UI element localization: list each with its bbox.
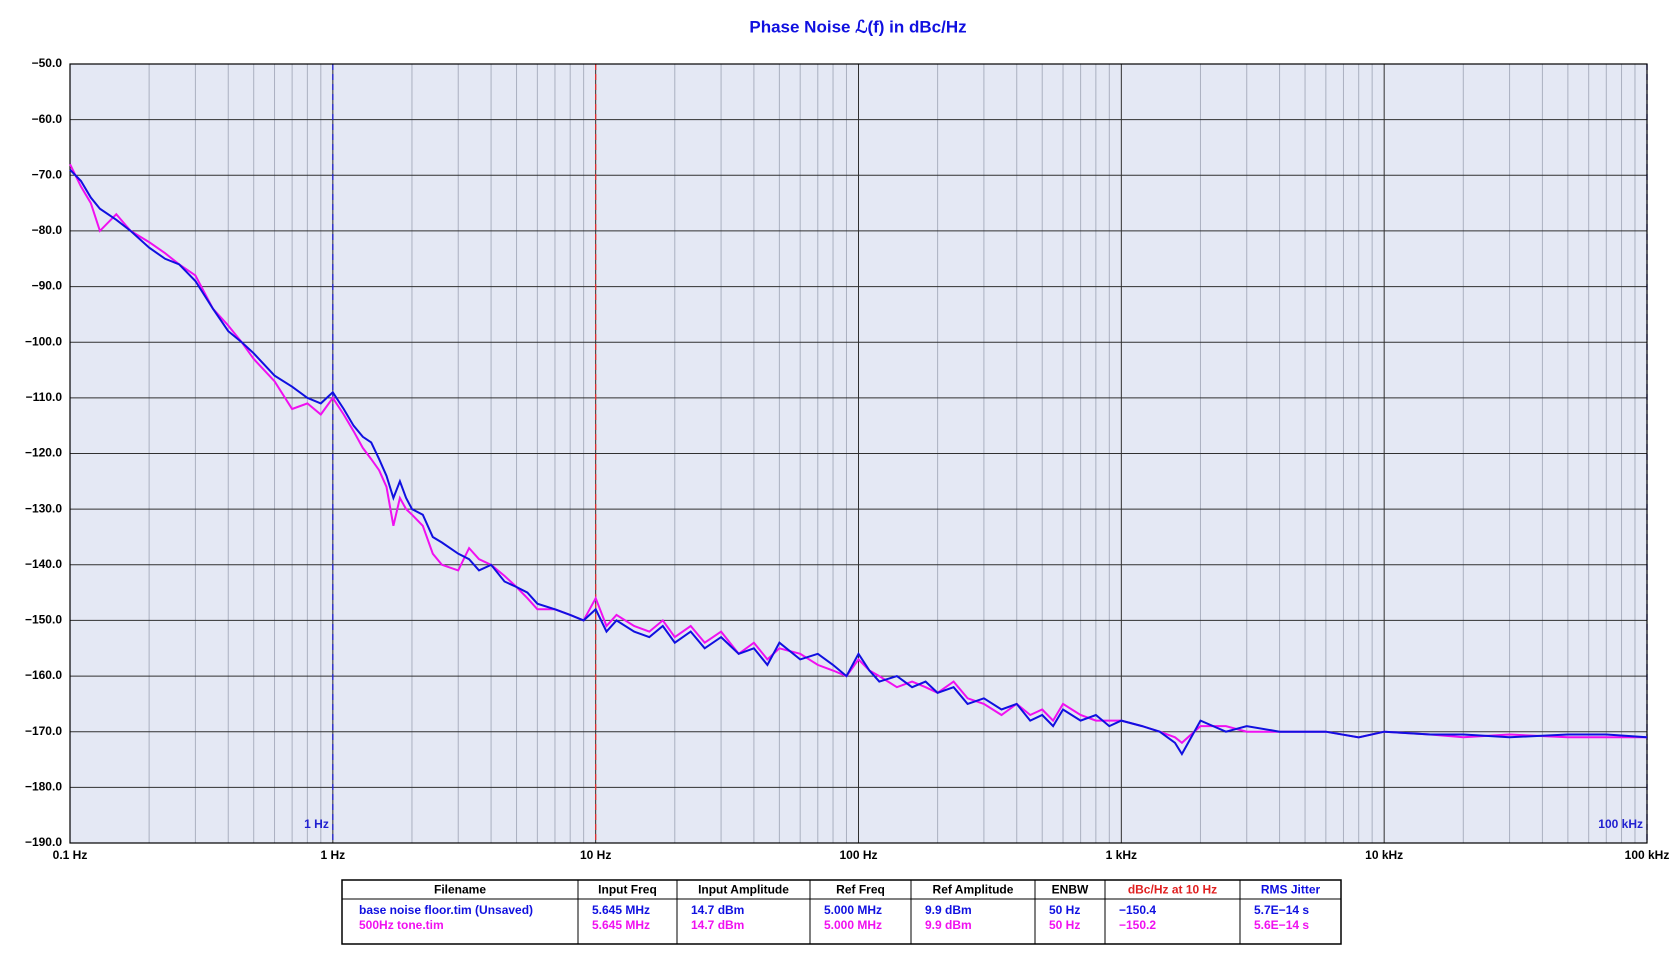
table-cell: 50 Hz	[1049, 903, 1080, 917]
y-tick-label: −100.0	[25, 334, 62, 348]
table-cell: 5.000 MHz	[824, 903, 882, 917]
y-tick-label: −140.0	[25, 557, 62, 571]
table-header: Input Amplitude	[698, 883, 789, 897]
x-tick-label: 1 Hz	[320, 848, 345, 862]
table-header: dBc/Hz at 10 Hz	[1128, 883, 1217, 897]
table-cell: 9.9 dBm	[925, 918, 972, 932]
table-header: RMS Jitter	[1261, 883, 1321, 897]
table-cell: 5.6E−14 s	[1254, 918, 1309, 932]
table-header: ENBW	[1052, 883, 1089, 897]
cursor-label: 1 Hz	[304, 817, 329, 831]
y-tick-label: −50.0	[32, 56, 63, 70]
x-tick-label: 100 kHz	[1625, 848, 1670, 862]
table-box	[341, 879, 1342, 945]
table-cell: 9.9 dBm	[925, 903, 972, 917]
table-cell: 14.7 dBm	[691, 903, 744, 917]
chart-title: Phase Noise ℒ(f) in dBc/Hz	[749, 17, 966, 36]
table-cell: 50 Hz	[1049, 918, 1080, 932]
x-tick-label: 10 Hz	[580, 848, 611, 862]
table-cell: 14.7 dBm	[691, 918, 744, 932]
y-tick-label: −70.0	[32, 167, 63, 181]
x-tick-label: 0.1 Hz	[53, 848, 88, 862]
y-tick-label: −150.0	[25, 613, 62, 627]
table-cell: 5.645 MHz	[592, 918, 650, 932]
y-tick-label: −160.0	[25, 668, 62, 682]
table-cell: 5.645 MHz	[592, 903, 650, 917]
x-tick-label: 1 kHz	[1106, 848, 1137, 862]
table-header: Filename	[434, 883, 486, 897]
y-tick-label: −90.0	[32, 279, 63, 293]
table-header: Ref Freq	[836, 883, 885, 897]
series-line	[69, 169, 1648, 756]
table-header: Ref Amplitude	[933, 883, 1014, 897]
y-tick-label: −180.0	[25, 780, 62, 794]
table-cell: −150.4	[1119, 903, 1156, 917]
table-cell: 5.7E−14 s	[1254, 903, 1309, 917]
y-tick-label: −190.0	[25, 835, 62, 849]
y-tick-label: −80.0	[32, 223, 63, 237]
y-tick-label: −120.0	[25, 446, 62, 460]
table-header: Input Freq	[598, 883, 657, 897]
y-tick-label: −130.0	[25, 501, 62, 515]
y-tick-label: −110.0	[26, 390, 63, 404]
x-tick-label: 100 Hz	[839, 848, 877, 862]
table-cell: base noise floor.tim (Unsaved)	[359, 903, 533, 917]
table-cell: −150.2	[1119, 918, 1156, 932]
y-tick-label: −170.0	[25, 724, 62, 738]
y-tick-label: −60.0	[32, 112, 63, 126]
table-cell: 5.000 MHz	[824, 918, 882, 932]
x-tick-label: 10 kHz	[1365, 848, 1403, 862]
plot-border	[69, 63, 1648, 844]
table-cell: 500Hz tone.tim	[359, 918, 444, 932]
cursor-label: 100 kHz	[1598, 817, 1643, 831]
